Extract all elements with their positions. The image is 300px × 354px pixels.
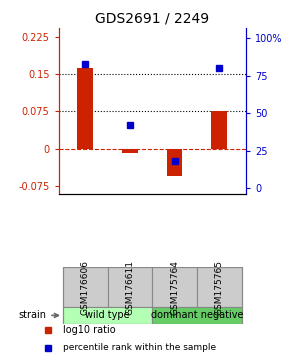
Text: percentile rank within the sample: percentile rank within the sample	[63, 343, 216, 352]
Bar	[167, 149, 182, 176]
Bar	[152, 267, 197, 307]
Title: GDS2691 / 2249: GDS2691 / 2249	[95, 12, 209, 26]
Bar	[152, 307, 242, 324]
Text: log10 ratio: log10 ratio	[63, 325, 116, 335]
Bar	[197, 267, 242, 307]
Text: wild type: wild type	[85, 310, 130, 320]
Bar	[63, 267, 108, 307]
Text: GSM175764: GSM175764	[170, 259, 179, 315]
Text: GSM176606: GSM176606	[81, 259, 90, 315]
Bar	[63, 307, 152, 324]
Text: GSM176611: GSM176611	[125, 259, 134, 315]
Text: strain: strain	[18, 310, 58, 320]
Bar	[212, 112, 227, 149]
Bar	[108, 267, 152, 307]
Bar	[122, 149, 138, 153]
Text: GSM175765: GSM175765	[215, 259, 224, 315]
Text: dominant negative: dominant negative	[151, 310, 243, 320]
Bar	[77, 68, 93, 149]
